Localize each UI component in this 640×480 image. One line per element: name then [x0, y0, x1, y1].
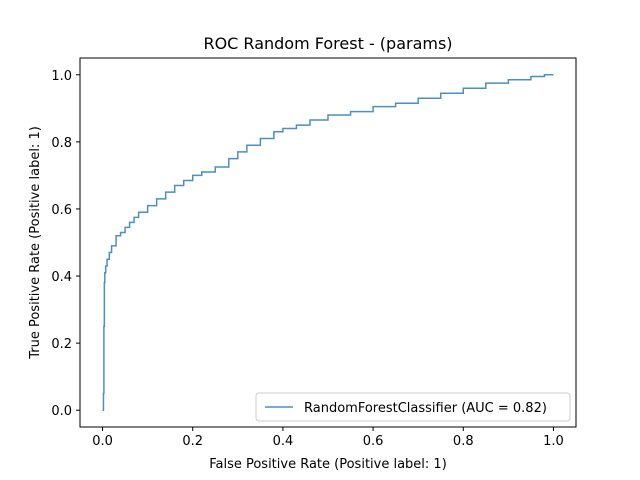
x-tick-label: 0.6: [363, 434, 384, 449]
plot-frame: [79, 57, 577, 428]
x-axis-title: False Positive Rate (Positive label: 1): [209, 457, 447, 472]
axes: [79, 57, 577, 428]
x-tick-label: 0.4: [273, 434, 294, 449]
y-tick-label: 0.6: [51, 203, 72, 218]
y-axis-ticks: 0.0 0.2 0.4 0.6 0.8 1.0: [51, 69, 80, 419]
y-tick-label: 0.4: [51, 270, 72, 285]
y-tick-label: 0.0: [51, 404, 72, 419]
y-tick-label: 0.2: [51, 337, 72, 352]
series-group: [102, 74, 554, 411]
x-axis-ticks: 0.0 0.2 0.4 0.6 0.8 1.0: [92, 427, 564, 449]
roc-curve-line: [102, 74, 554, 411]
x-tick-label: 1.0: [543, 434, 564, 449]
legend-box: [255, 392, 571, 422]
x-tick-label: 0.2: [182, 434, 203, 449]
chart-title: ROC Random Forest - (params): [203, 34, 452, 53]
legend: RandomForestClassifier (AUC = 0.82): [255, 392, 571, 422]
legend-label: RandomForestClassifier (AUC = 0.82): [304, 401, 547, 416]
y-axis-title: True Positive Rate (Positive label: 1): [28, 126, 43, 360]
x-tick-label: 0.0: [92, 434, 113, 449]
y-tick-label: 1.0: [51, 69, 72, 84]
x-tick-label: 0.8: [453, 434, 474, 449]
y-tick-label: 0.8: [51, 136, 72, 151]
